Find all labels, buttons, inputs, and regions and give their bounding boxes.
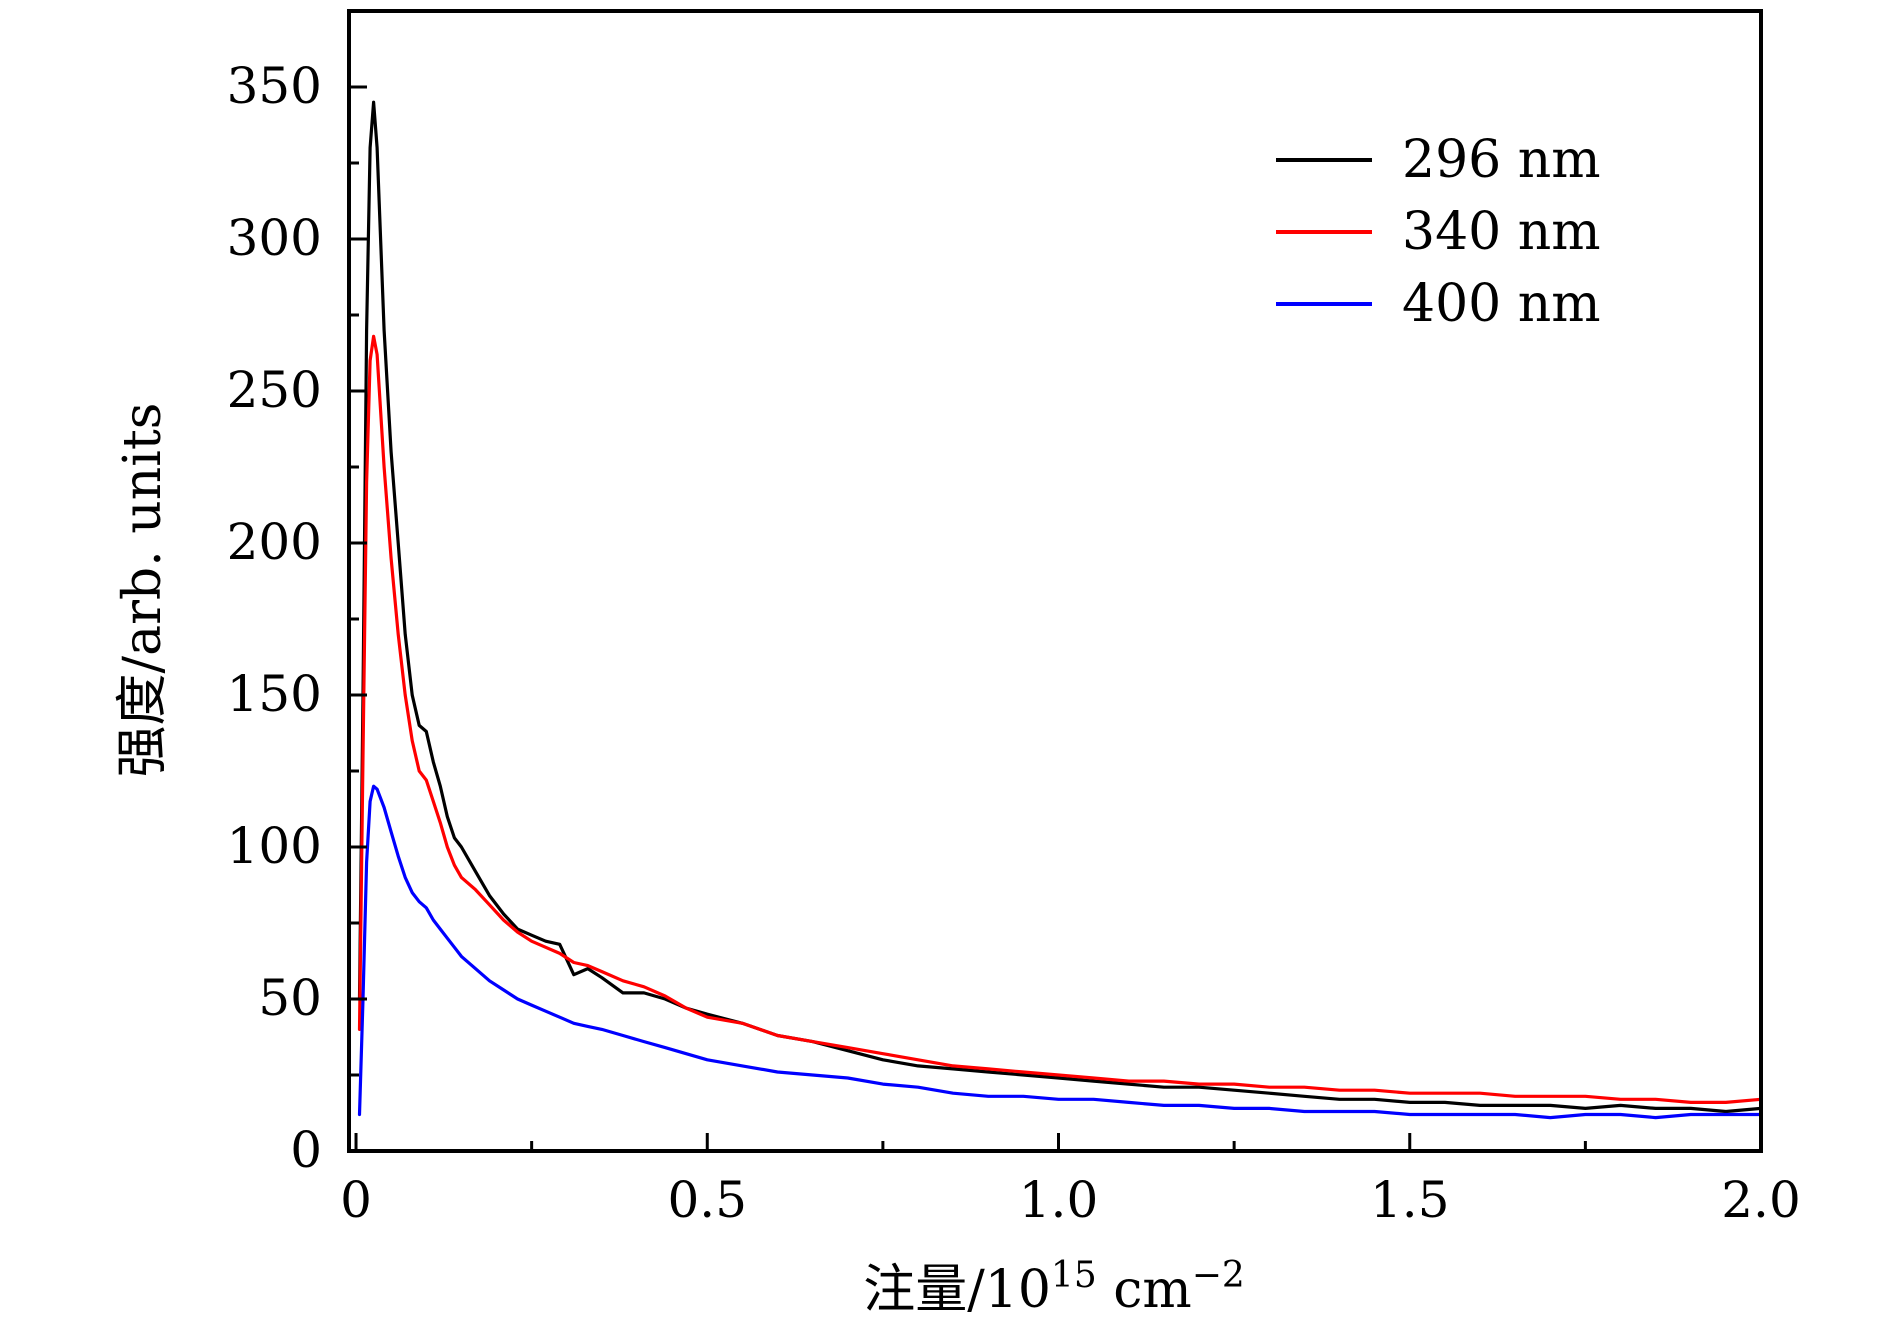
y-tick-label: 200 <box>227 513 322 571</box>
x-tick-label: 0.5 <box>668 1171 748 1229</box>
y-tick-label: 250 <box>227 361 322 419</box>
tick-layer <box>349 85 1763 1153</box>
y-tick-label: 350 <box>227 57 322 115</box>
y-tick-label: 150 <box>227 665 322 723</box>
x-axis-title-unit: cm <box>1097 1260 1192 1320</box>
y-tick-label: 50 <box>258 969 322 1027</box>
series-line-3 <box>357 784 1763 1120</box>
x-axis-title-main: 注量/10 <box>863 1260 1051 1320</box>
x-tick-label: 0 <box>340 1171 372 1229</box>
legend: 296 nm 340 nm 400 nm <box>1276 130 1601 334</box>
x-axis-title: 注量/1015 cm−2 <box>863 1255 1245 1320</box>
legend-label: 340 nm <box>1402 202 1601 262</box>
x-axis-title-unit-exponent: −2 <box>1192 1255 1245 1296</box>
series-layer <box>357 100 1763 1120</box>
tick-label-layer: 0 0.5 1.0 1.5 2.0 0 50 100 150 200 250 300 350 <box>227 57 1801 1229</box>
legend-label: 296 nm <box>1402 130 1601 190</box>
x-tick-label: 1.5 <box>1370 1171 1450 1229</box>
x-tick-label: 1.0 <box>1019 1171 1099 1229</box>
y-tick-label: 300 <box>227 209 322 267</box>
y-tick-label: 0 <box>290 1121 322 1179</box>
plot-frame <box>347 9 1763 1153</box>
y-tick-label: 100 <box>227 817 322 875</box>
x-tick-label: 2.0 <box>1721 1171 1801 1229</box>
series-line-2 <box>357 334 1763 1105</box>
y-axis-title: 强度/arb. units <box>113 403 173 778</box>
x-axis-title-exponent: 15 <box>1051 1255 1097 1296</box>
legend-label: 400 nm <box>1402 274 1601 334</box>
